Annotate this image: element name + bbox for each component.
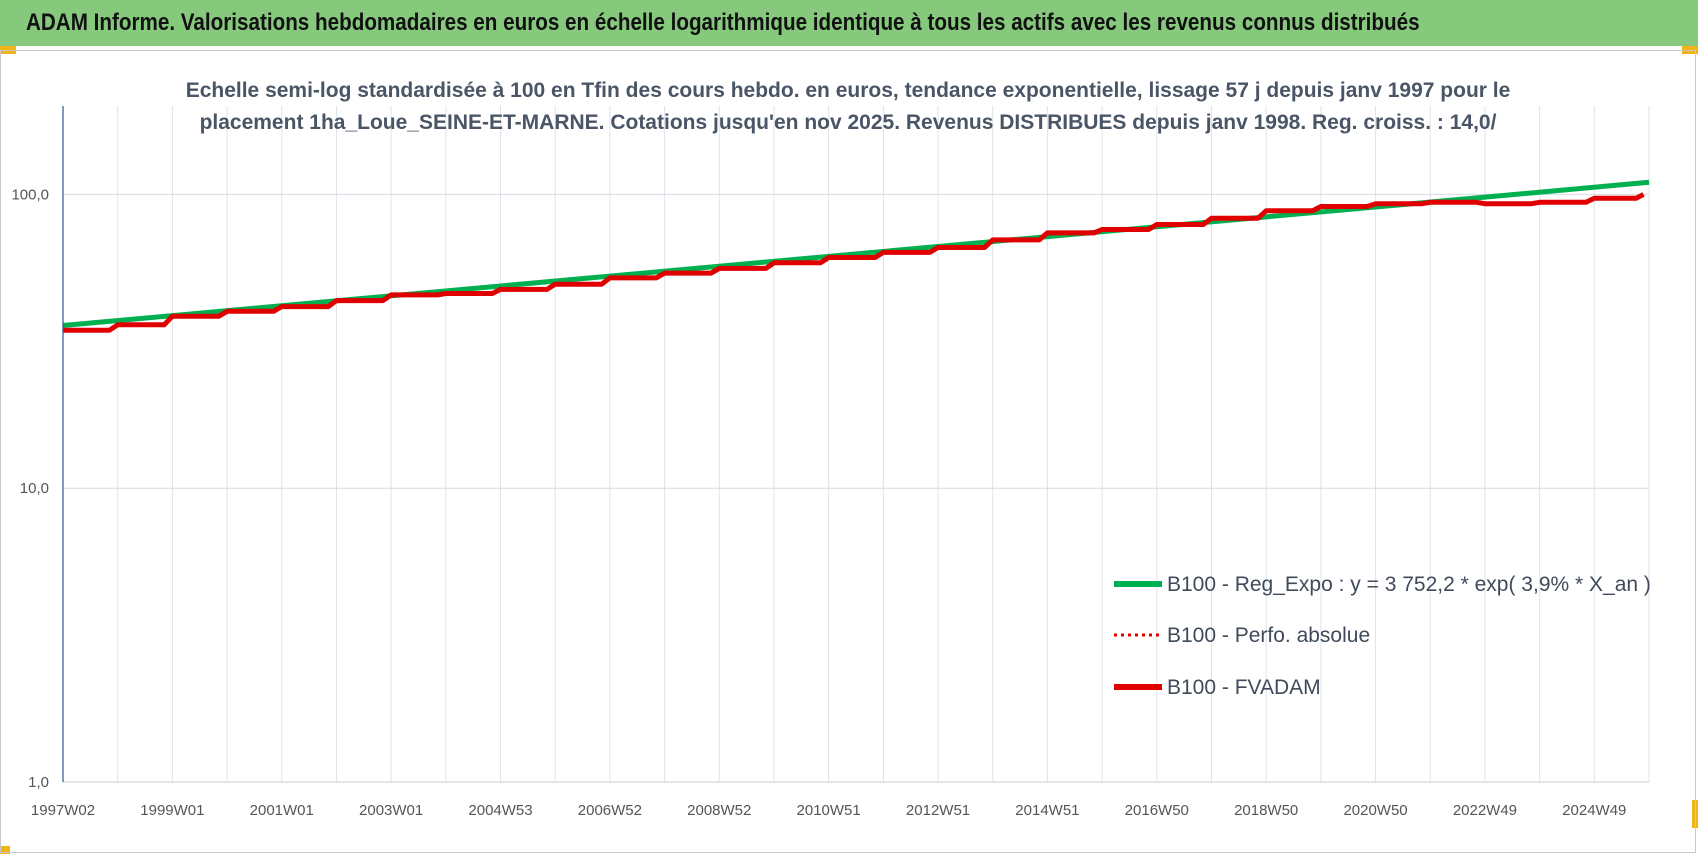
chart-subtitle-line-2: placement 1ha_Loue_SEINE-ET-MARNE. Cotat… xyxy=(200,111,1497,134)
series-line-fvadam xyxy=(63,192,1645,333)
y-axis-ticks: 1,0 10,0 100,0 xyxy=(11,186,49,791)
x-tick-label: 2008W52 xyxy=(687,802,751,819)
x-tick-label: 2024W49 xyxy=(1562,802,1626,819)
series-lines xyxy=(62,179,1650,333)
x-tick-label: 2010W51 xyxy=(797,802,861,819)
page-title: ADAM Informe. Valorisations hebdomadaire… xyxy=(26,9,1420,36)
legend-label-reg-expo: B100 - Reg_Expo : y = 3 752,2 * exp( 3,9… xyxy=(1167,573,1651,596)
series-line-perfo-absolue xyxy=(63,193,1645,332)
y-tick-label: 1,0 xyxy=(28,774,49,791)
title-banner: ADAM Informe. Valorisations hebdomadaire… xyxy=(0,0,1698,46)
x-tick-label: 2012W51 xyxy=(906,802,970,819)
chart-frame xyxy=(0,50,1696,853)
x-tick-label: 2014W51 xyxy=(1015,802,1079,819)
x-tick-label: 2001W01 xyxy=(250,802,314,819)
x-axis-ticks: 1997W02 1999W01 2001W01 2003W01 2004W53 2006W… xyxy=(31,802,1627,819)
x-tick-label: 1999W01 xyxy=(140,802,204,819)
legend: B100 - Reg_Expo : y = 3 752,2 * exp( 3,9… xyxy=(1114,573,1651,699)
grid-lines xyxy=(62,106,1650,783)
x-tick-label: 2022W49 xyxy=(1453,802,1517,819)
x-tick-label: 2006W52 xyxy=(578,802,642,819)
x-tick-label: 2004W53 xyxy=(468,802,532,819)
y-tick-label: 10,0 xyxy=(20,480,49,497)
x-tick-label: 2018W50 xyxy=(1234,802,1298,819)
corner-marker-bottom-left xyxy=(0,846,10,854)
y-tick-label: 100,0 xyxy=(11,186,49,203)
x-tick-label: 1997W02 xyxy=(31,802,95,819)
x-tick-label: 2020W50 xyxy=(1343,802,1407,819)
legend-label-perfo-absolue: B100 - Perfo. absolue xyxy=(1167,624,1370,647)
x-tick-label: 2003W01 xyxy=(359,802,423,819)
chart-subtitle-line-1: Echelle semi-log standardisée à 100 en T… xyxy=(186,79,1511,102)
legend-label-fvadam: B100 - FVADAM xyxy=(1167,676,1321,699)
x-tick-label: 2016W50 xyxy=(1125,802,1189,819)
